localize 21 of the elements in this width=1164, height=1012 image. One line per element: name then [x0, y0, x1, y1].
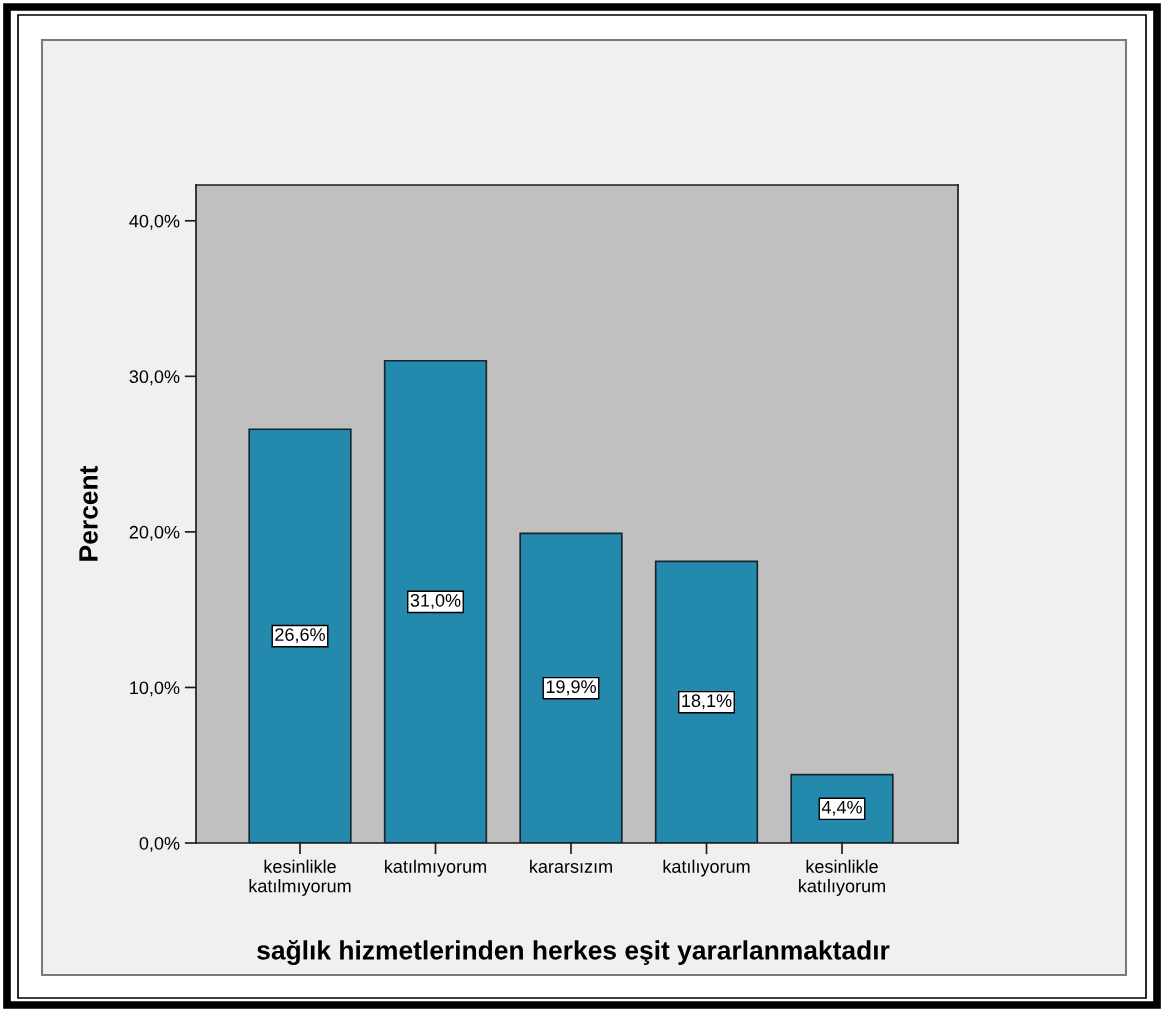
- y-tick-label: 10,0%: [130, 681, 180, 697]
- y-tick-label: 30,0%: [129, 370, 180, 386]
- x-tick-label: kesinlikle katılıyorum: [799, 859, 885, 896]
- y-axis-title: Percent: [79, 465, 98, 561]
- data-label: 4,4%: [821, 800, 862, 816]
- x-tick-label: katılıyorum: [663, 859, 750, 877]
- data-label: 19,9%: [546, 680, 596, 696]
- x-tick-label: katılmıyorum: [385, 859, 486, 877]
- y-tick-label: 0,0%: [139, 836, 180, 852]
- x-tick-label: kesinlikle katılmıyorum: [249, 859, 351, 896]
- y-tick-label: 40,0%: [129, 214, 180, 230]
- bar: [248, 428, 352, 843]
- y-tick-label: 20,0%: [129, 525, 180, 541]
- x-axis-title: sağlık hizmetlerinden herkes eşit yararlanmaktadır: [257, 940, 890, 965]
- bar: [383, 359, 488, 843]
- data-label: 31,0%: [410, 593, 461, 609]
- bar: [654, 560, 759, 843]
- x-tick-label: kararsızım: [530, 859, 612, 873]
- data-label: 26,6%: [275, 628, 325, 644]
- bar: [519, 532, 623, 843]
- data-label: 18,1%: [682, 694, 732, 710]
